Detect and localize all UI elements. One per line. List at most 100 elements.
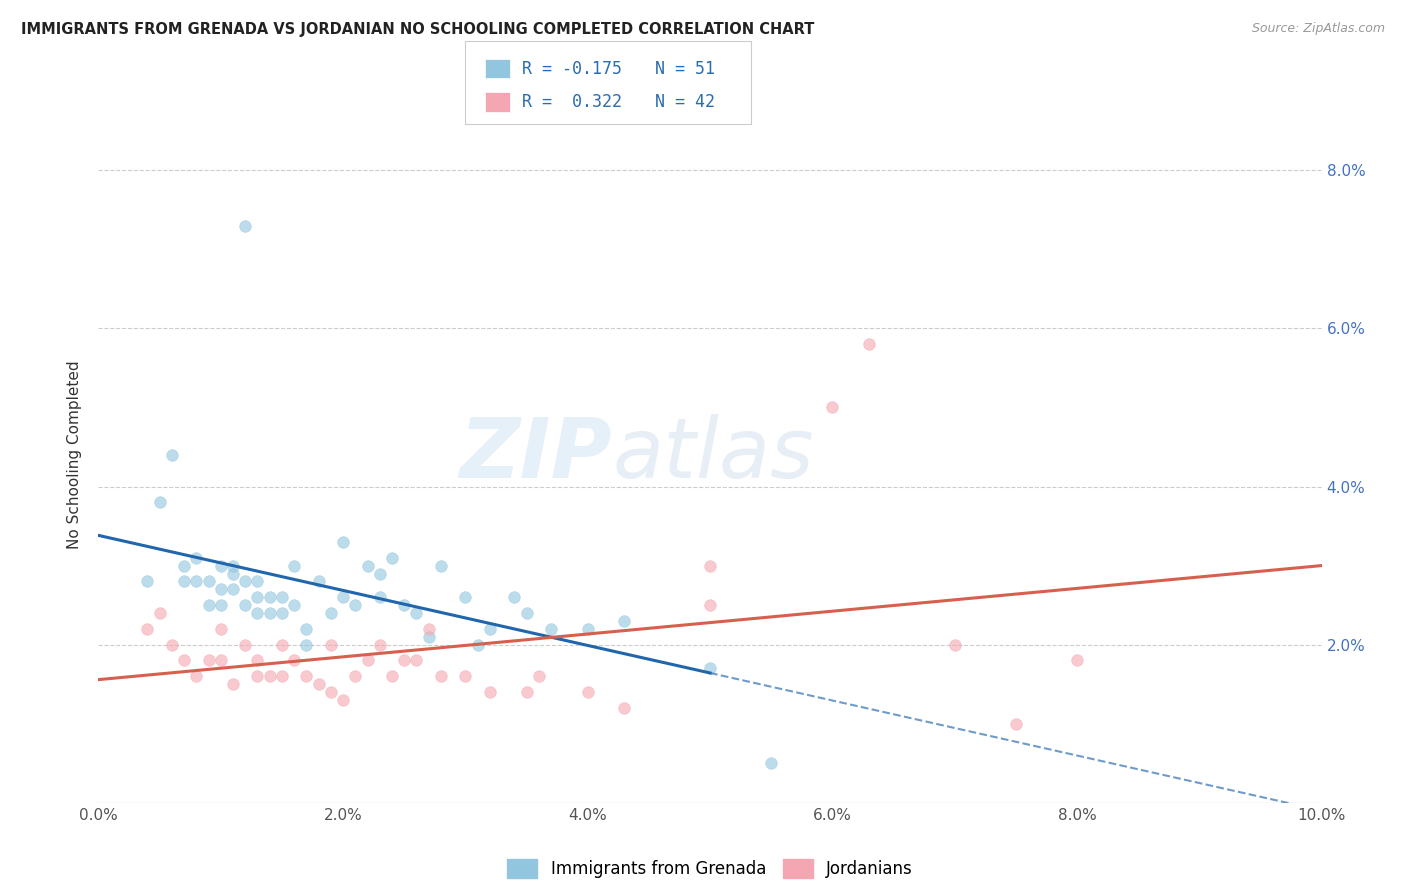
Point <box>197 574 219 589</box>
Point <box>308 574 330 589</box>
Point <box>332 693 354 707</box>
Text: atlas: atlas <box>612 415 814 495</box>
Point <box>186 574 208 589</box>
Point <box>160 448 183 462</box>
Point <box>1066 653 1088 667</box>
Point <box>699 661 721 675</box>
Point <box>295 638 318 652</box>
Point <box>149 495 172 509</box>
Point <box>186 669 208 683</box>
Point <box>283 598 305 612</box>
Point <box>319 638 342 652</box>
Point <box>576 622 599 636</box>
Point <box>319 685 342 699</box>
Point <box>392 598 416 612</box>
Point <box>319 606 342 620</box>
Point <box>418 622 440 636</box>
Point <box>209 653 232 667</box>
Point <box>356 558 378 573</box>
Point <box>699 558 721 573</box>
Point <box>381 550 404 565</box>
Point <box>222 582 245 597</box>
Point <box>149 606 172 620</box>
Point <box>270 591 292 605</box>
Text: R =  0.322: R = 0.322 <box>522 93 621 111</box>
Point <box>283 653 305 667</box>
Point <box>197 653 219 667</box>
Point <box>503 591 526 605</box>
Point <box>173 574 195 589</box>
Point <box>295 622 318 636</box>
Point <box>209 558 232 573</box>
Point <box>209 598 232 612</box>
Point <box>368 638 391 652</box>
Point <box>527 669 550 683</box>
Point <box>233 598 256 612</box>
Text: Source: ZipAtlas.com: Source: ZipAtlas.com <box>1251 22 1385 36</box>
Point <box>246 574 269 589</box>
Point <box>233 638 256 652</box>
Point <box>405 606 427 620</box>
Point <box>392 653 416 667</box>
Y-axis label: No Schooling Completed: No Schooling Completed <box>67 360 83 549</box>
Point <box>430 669 453 683</box>
Point <box>943 638 966 652</box>
Point <box>222 558 245 573</box>
Point <box>332 534 354 549</box>
Point <box>478 622 501 636</box>
Point <box>344 669 367 683</box>
Point <box>454 669 477 683</box>
Point <box>613 614 636 628</box>
Point <box>430 558 453 573</box>
Point <box>246 591 269 605</box>
Point <box>516 685 538 699</box>
Text: IMMIGRANTS FROM GRENADA VS JORDANIAN NO SCHOOLING COMPLETED CORRELATION CHART: IMMIGRANTS FROM GRENADA VS JORDANIAN NO … <box>21 22 814 37</box>
Point <box>821 401 844 415</box>
Point <box>454 591 477 605</box>
Point <box>197 598 219 612</box>
Point <box>246 669 269 683</box>
Point <box>368 566 391 581</box>
Point <box>136 574 159 589</box>
Text: N = 42: N = 42 <box>655 93 716 111</box>
Point <box>540 622 562 636</box>
Legend: Immigrants from Grenada, Jordanians: Immigrants from Grenada, Jordanians <box>501 853 920 885</box>
Point <box>209 582 232 597</box>
Point <box>344 598 367 612</box>
Point <box>405 653 427 667</box>
Point <box>222 566 245 581</box>
Point <box>356 653 378 667</box>
Point <box>186 550 208 565</box>
Text: R = -0.175: R = -0.175 <box>522 60 621 78</box>
Point <box>759 756 782 771</box>
Point <box>858 337 880 351</box>
Point <box>173 558 195 573</box>
Point <box>699 598 721 612</box>
Point <box>368 591 391 605</box>
Point <box>467 638 489 652</box>
Point <box>295 669 318 683</box>
Point <box>233 574 256 589</box>
Point <box>418 630 440 644</box>
Point <box>381 669 404 683</box>
Point <box>233 219 256 233</box>
Point <box>270 638 292 652</box>
Point <box>222 677 245 691</box>
Point <box>613 701 636 715</box>
Point <box>516 606 538 620</box>
Point <box>209 622 232 636</box>
Point <box>1004 716 1026 731</box>
Point <box>259 591 281 605</box>
Point <box>308 677 330 691</box>
Point <box>259 669 281 683</box>
Point <box>332 591 354 605</box>
Point <box>478 685 501 699</box>
Point <box>259 606 281 620</box>
Point <box>283 558 305 573</box>
Point <box>576 685 599 699</box>
Point <box>136 622 159 636</box>
Text: ZIP: ZIP <box>460 415 612 495</box>
Point <box>270 606 292 620</box>
Point <box>173 653 195 667</box>
Point <box>246 653 269 667</box>
